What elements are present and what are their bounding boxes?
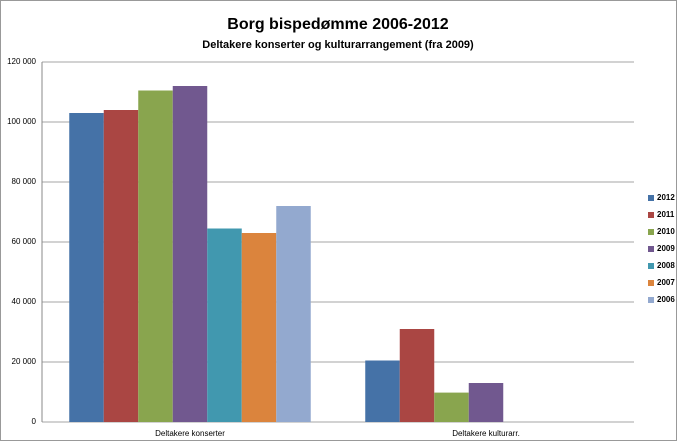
- legend-label: 2006: [657, 295, 675, 304]
- legend-label: 2012: [657, 193, 675, 202]
- legend-swatch: [648, 246, 654, 252]
- x-tick-label: Deltakere konserter: [155, 429, 225, 438]
- bar: [172, 86, 208, 422]
- bar: [434, 392, 469, 422]
- y-tick-label: 120 000: [7, 57, 36, 66]
- legend-label: 2009: [657, 244, 675, 253]
- legend-swatch: [648, 297, 654, 303]
- x-tick-label: Deltakere kulturarr.: [452, 429, 520, 438]
- bar: [241, 233, 277, 422]
- bar: [138, 90, 173, 422]
- y-tick-label: 100 000: [7, 117, 36, 126]
- legend-swatch: [648, 280, 654, 286]
- legend-swatch: [648, 212, 654, 218]
- legend-label: 2011: [657, 210, 675, 219]
- legend-label: 2010: [657, 227, 675, 236]
- bar: [69, 113, 104, 422]
- y-tick-label: 40 000: [12, 297, 37, 306]
- y-tick-label: 0: [32, 417, 37, 426]
- legend-label: 2007: [657, 278, 675, 287]
- y-tick-label: 60 000: [12, 237, 37, 246]
- bar: [468, 383, 504, 422]
- legend-swatch: [648, 263, 654, 269]
- bar: [103, 110, 139, 422]
- legend-swatch: [648, 195, 654, 201]
- bar: [399, 329, 435, 422]
- legend-label: 2008: [657, 261, 675, 270]
- chart-title: Borg bispedømme 2006-2012: [227, 16, 449, 33]
- legend-swatch: [648, 229, 654, 235]
- y-tick-label: 20 000: [12, 357, 37, 366]
- chart-subtitle: Deltakere konserter og kulturarrangement…: [202, 39, 474, 51]
- bar: [365, 360, 400, 422]
- bar: [207, 228, 242, 422]
- bar: [276, 206, 311, 422]
- y-tick-label: 80 000: [12, 177, 37, 186]
